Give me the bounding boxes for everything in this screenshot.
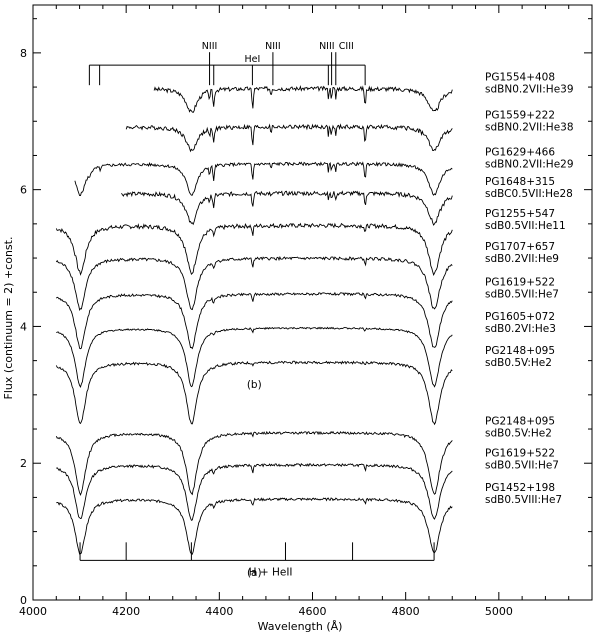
spectrum-line [153,85,453,113]
axis-ticks: 4000 4200 4400 4600 4800 5000 0 2 4 6 8 [19,5,593,618]
spectrum-class-label: sdBN0.2VII:He39 [485,83,574,95]
spectrum-class-label: sdB0.5VII:He7 [485,460,559,472]
spectrum-class-label: sdBC0.5VII:He28 [485,188,573,200]
spectrum-name-label: PG1707+657 [485,241,555,253]
spectrum-name-label: PG1452+198 [485,482,555,494]
x-tick-label: 4200 [112,605,140,618]
panel-label: (a) [247,567,262,579]
spectrum-name-label: PG1619+522 [485,448,555,460]
spectrum-class-label: sdB0.5VIII:He7 [485,494,562,506]
y-axis-title: Flux (continuum = 2) +const. [2,237,15,400]
spectrum-line [56,326,453,388]
spectrum-line [125,123,453,153]
y-tick-label: 6 [20,184,27,197]
spectrum-name-label: PG1629+466 [485,147,555,159]
spectrum-name-label: PG1554+408 [485,71,555,83]
y-tick-label: 4 [20,320,27,333]
top-id-label: NIII [202,41,218,52]
line-identifications: NIII HeI NIII NIII CIII H + HeII [79,41,435,578]
spectrum-name-label: PG2148+095 [485,415,555,427]
spectrum-class-label: sdB0.5VII:He11 [485,220,566,232]
spectrum-name-label: PG1559+222 [485,110,555,122]
spectrum-line [55,430,453,496]
spectrum-class-label: sdB0.5V:He2 [485,357,552,369]
spectra-series [55,85,453,555]
spectrum-name-label: PG1605+072 [485,311,555,323]
spectrum-name-label: PG1255+547 [485,208,555,220]
x-tick-label: 4400 [205,605,233,618]
x-tick-label: 4000 [19,605,47,618]
series-labels: PG1554+408sdBN0.2VII:He39PG1559+222sdBN0… [247,71,574,579]
top-id-label: CIII [339,41,354,52]
y-tick-label: 0 [20,594,27,607]
spectrum-line [55,291,453,350]
spectrum-class-label: sdB0.5VII:He7 [485,289,559,301]
spectrum-line [56,463,453,521]
spectrum-line [55,255,453,312]
top-id-label: NIII [319,41,335,52]
spectrum-line [55,360,453,426]
spectrum-class-label: sdBN0.2VII:He29 [485,159,574,171]
x-tick-label: 4600 [299,605,327,618]
x-tick-label: 5000 [485,605,513,618]
y-tick-label: 2 [20,457,27,470]
spectrum-class-label: sdB0.2VII:He9 [485,253,559,265]
spectrum-line [55,222,453,276]
panel-label: (b) [247,379,262,391]
spectrum-name-label: PG1648+315 [485,176,555,188]
y-tick-label: 8 [20,47,27,60]
spectrum-name-label: PG1619+522 [485,277,555,289]
top-id-label: HeI [245,54,261,65]
spectrum-class-label: sdB0.2VI:He3 [485,323,556,335]
spectrum-class-label: sdBN0.2VII:He38 [485,122,574,134]
bottom-id-label: H + HeII [249,566,293,578]
spectrum-class-label: sdB0.5V:He2 [485,427,552,439]
spectrum-line [56,497,453,555]
spectrum-line [74,161,453,197]
x-tick-label: 4800 [392,605,420,618]
spectrum-name-label: PG2148+095 [485,345,555,357]
top-id-label: NIII [265,41,281,52]
x-axis-title: Wavelength (Å) [258,620,343,633]
spectrum-line [121,190,453,226]
